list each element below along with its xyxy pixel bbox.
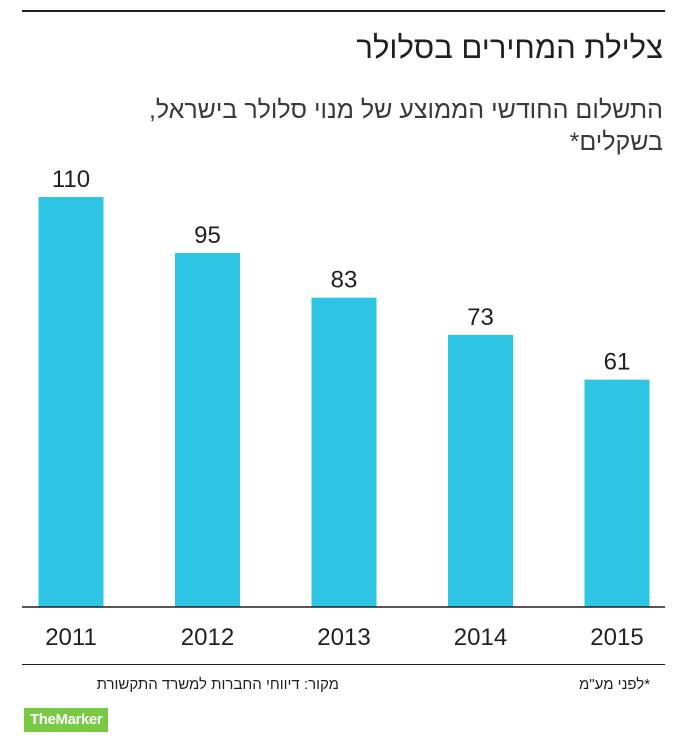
chart-title: צלילת המחירים בסלולר bbox=[356, 30, 663, 65]
value-labels-group: 110 95 83 73 61 bbox=[52, 166, 630, 376]
x-tick-label-2012: 2012 bbox=[181, 624, 234, 651]
value-label-2014: 73 bbox=[467, 304, 494, 331]
value-label-2013: 83 bbox=[331, 267, 358, 294]
x-tick-label-2014: 2014 bbox=[454, 624, 507, 651]
x-tick-label-2011: 2011 bbox=[45, 624, 97, 651]
footer-rule bbox=[22, 664, 665, 665]
themarker-logo: TheMarker bbox=[24, 708, 109, 732]
x-tick-labels-group: 2011 2012 2013 2014 2015 bbox=[45, 624, 644, 651]
bar-2012 bbox=[175, 252, 240, 607]
bars-group bbox=[38, 197, 650, 607]
footnote: *לפני מע"מ bbox=[579, 676, 651, 693]
value-label-2015: 61 bbox=[604, 349, 631, 376]
value-label-2011: 110 bbox=[52, 166, 90, 193]
bar-2011 bbox=[38, 197, 104, 607]
value-label-2012: 95 bbox=[194, 222, 221, 249]
chart-subtitle: התשלום החודשי הממוצע של מנוי סלולר בישרא… bbox=[148, 96, 663, 156]
bar-2013 bbox=[311, 297, 377, 607]
bar-2014 bbox=[448, 334, 513, 607]
top-rule bbox=[22, 10, 665, 12]
x-tick-label-2013: 2013 bbox=[317, 624, 370, 651]
x-tick-label-2015: 2015 bbox=[590, 624, 643, 651]
source-note: מקור: דיווחי החברות למשרד התקשורת bbox=[96, 676, 339, 693]
bar-2015 bbox=[584, 379, 650, 607]
